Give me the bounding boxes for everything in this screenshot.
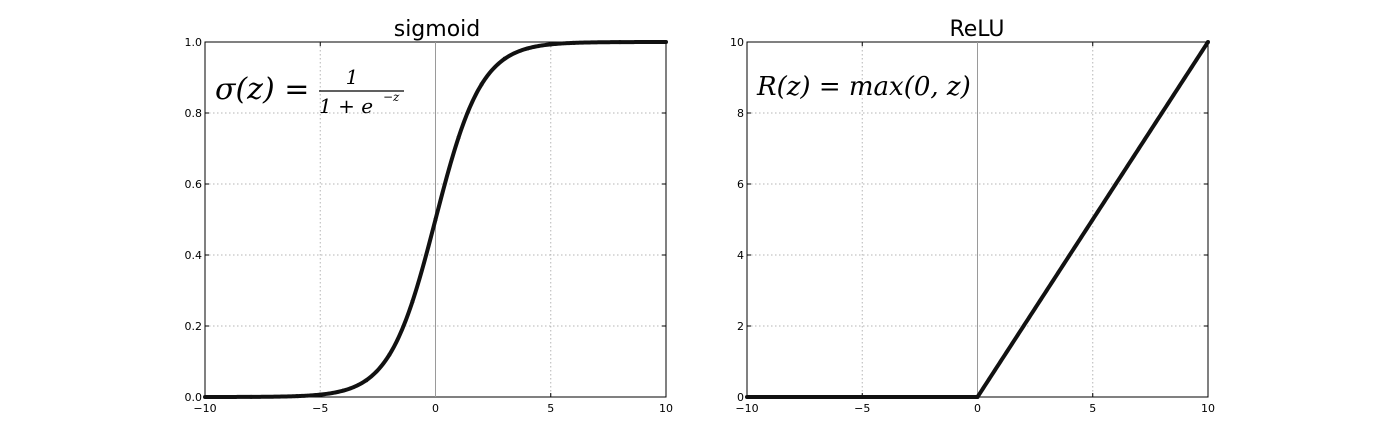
- x-tick-label: −10: [735, 402, 758, 415]
- grid-lines: [747, 42, 1208, 397]
- data-point: [502, 56, 507, 61]
- data-point: [548, 42, 553, 47]
- data-point: [456, 135, 461, 140]
- data-point: [479, 82, 484, 87]
- chart-title: sigmoid: [394, 17, 481, 42]
- x-tick-label: 0: [974, 402, 981, 415]
- x-tick-label: −5: [312, 402, 328, 415]
- formula-exponent: −z: [383, 90, 400, 104]
- y-tick-label: 0: [737, 391, 744, 404]
- x-tick-label: 5: [547, 402, 554, 415]
- y-tick-label: 0.0: [185, 391, 203, 404]
- data-point: [525, 46, 530, 51]
- formula-numerator: 1: [346, 65, 359, 89]
- data-point: [364, 378, 369, 383]
- data-point: [410, 299, 415, 304]
- x-tick-label: 10: [659, 402, 673, 415]
- data-points: [745, 40, 1210, 399]
- y-tick-label: 1.0: [185, 36, 203, 49]
- data-point: [975, 395, 980, 399]
- data-point: [1206, 40, 1210, 44]
- x-tick-label: 10: [1201, 402, 1215, 415]
- formula-lhs: σ(z) =: [215, 72, 309, 107]
- data-points: [203, 40, 668, 399]
- relu-formula: R(z) = max(0, z): [756, 72, 971, 102]
- x-tick-label: 5: [1089, 402, 1096, 415]
- data-point: [745, 395, 749, 399]
- x-tick-label: −10: [193, 402, 216, 415]
- formula-denominator: 1 + e: [319, 94, 373, 118]
- data-point: [203, 394, 207, 399]
- data-point: [571, 40, 576, 45]
- relu-chart: ReLU −10 −5 0 5 10 0 2 4 6 8 10 R(z) = max(0, z): [730, 17, 1215, 415]
- data-point: [387, 352, 392, 357]
- y-tick-label: 6: [737, 178, 744, 191]
- y-tick-label: 0.8: [185, 107, 203, 120]
- y-tick-label: 8: [737, 107, 744, 120]
- data-point: [664, 40, 668, 45]
- sigmoid-chart: sigmoid −10 −5 0 5 10 0.0 0.2 0.4 0.6 0.8 1.0 σ(z)…: [185, 17, 674, 415]
- y-tick-label: 0.4: [185, 249, 203, 262]
- data-point: [295, 394, 300, 399]
- y-tick-label: 0.2: [185, 320, 203, 333]
- y-tick-label: 10: [730, 36, 744, 49]
- chart-title: ReLU: [949, 17, 1004, 42]
- sigmoid-formula: σ(z) = 1 1 + e −z: [215, 65, 404, 118]
- tick-labels: −10 −5 0 5 10 0.0 0.2 0.4 0.6 0.8 1.0: [185, 36, 674, 415]
- data-point: [433, 217, 438, 222]
- x-tick-label: 0: [432, 402, 439, 415]
- y-tick-label: 4: [737, 249, 744, 262]
- y-tick-label: 0.6: [185, 178, 203, 191]
- tick-labels: −10 −5 0 5 10 0 2 4 6 8 10: [730, 36, 1215, 415]
- y-tick-label: 2: [737, 320, 744, 333]
- data-point: [617, 40, 622, 45]
- grid-lines: [205, 42, 666, 397]
- data-point: [318, 392, 323, 397]
- data-point: [249, 394, 254, 399]
- data-point: [341, 388, 346, 393]
- x-tick-label: −5: [854, 402, 870, 415]
